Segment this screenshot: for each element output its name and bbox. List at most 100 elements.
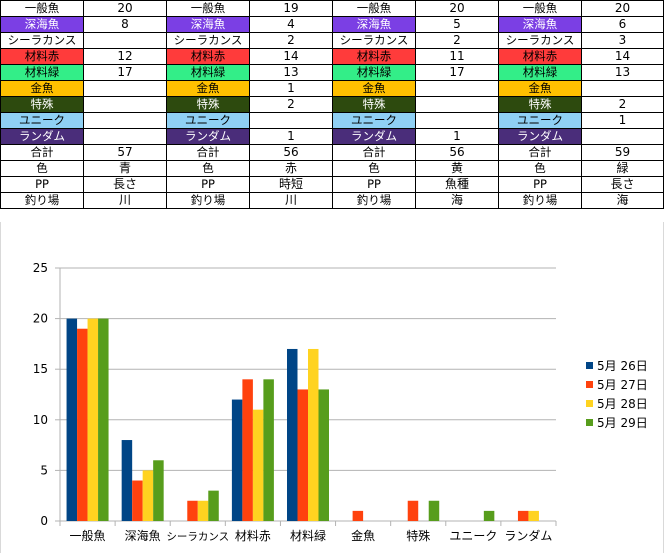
row-label-cell[interactable]: 材料緑 — [332, 64, 416, 81]
value-cell[interactable] — [415, 112, 499, 129]
value-cell[interactable]: 長さ — [83, 176, 167, 193]
value-cell[interactable]: 2 — [249, 32, 333, 49]
row-label-cell[interactable]: 合計 — [332, 144, 416, 161]
row-label-cell[interactable]: PP — [498, 176, 582, 193]
row-label-cell[interactable]: 特殊 — [332, 96, 416, 113]
row-label-cell[interactable]: PP — [166, 176, 250, 193]
value-cell[interactable]: 1 — [249, 80, 333, 97]
row-label-cell[interactable]: 材料赤 — [166, 48, 250, 65]
row-label-cell[interactable]: 材料緑 — [166, 64, 250, 81]
row-label-cell[interactable]: 深海魚 — [166, 16, 250, 33]
row-label-cell[interactable]: 釣り場 — [0, 192, 84, 209]
value-cell[interactable]: 17 — [83, 64, 167, 81]
row-label-cell[interactable]: 一般魚 — [166, 0, 250, 17]
row-label-cell[interactable]: 材料赤 — [498, 48, 582, 65]
value-cell[interactable] — [83, 96, 167, 113]
value-cell[interactable]: 3 — [581, 32, 664, 49]
row-label-cell[interactable]: 材料赤 — [0, 48, 84, 65]
row-label-cell[interactable]: 金魚 — [498, 80, 582, 97]
value-cell[interactable]: 13 — [581, 64, 664, 81]
value-cell[interactable] — [83, 80, 167, 97]
row-label-cell[interactable]: 色 — [332, 160, 416, 177]
value-cell[interactable]: 緑 — [581, 160, 664, 177]
row-label-cell[interactable]: 金魚 — [0, 80, 84, 97]
row-label-cell[interactable]: 材料緑 — [498, 64, 582, 81]
value-cell[interactable]: 59 — [581, 144, 664, 161]
row-label-cell[interactable]: 深海魚 — [0, 16, 84, 33]
value-cell[interactable]: 56 — [415, 144, 499, 161]
row-label-cell[interactable]: 金魚 — [332, 80, 416, 97]
value-cell[interactable]: 赤 — [249, 160, 333, 177]
row-label-cell[interactable]: シーラカンス — [332, 32, 416, 49]
row-label-cell[interactable]: 深海魚 — [498, 16, 582, 33]
value-cell[interactable]: 12 — [83, 48, 167, 65]
value-cell[interactable]: 時短 — [249, 176, 333, 193]
row-label-cell[interactable]: 一般魚 — [498, 0, 582, 17]
row-label-cell[interactable]: 色 — [166, 160, 250, 177]
value-cell[interactable]: 青 — [83, 160, 167, 177]
row-label-cell[interactable]: 特殊 — [166, 96, 250, 113]
value-cell[interactable]: 17 — [415, 64, 499, 81]
value-cell[interactable]: 19 — [249, 0, 333, 17]
value-cell[interactable]: 黄 — [415, 160, 499, 177]
value-cell[interactable]: 20 — [581, 0, 664, 17]
value-cell[interactable]: 1 — [581, 112, 664, 129]
value-cell[interactable]: 13 — [249, 64, 333, 81]
value-cell[interactable]: 1 — [249, 128, 333, 145]
value-cell[interactable] — [83, 112, 167, 129]
row-label-cell[interactable]: 合計 — [498, 144, 582, 161]
row-label-cell[interactable]: PP — [332, 176, 416, 193]
row-label-cell[interactable]: ランダム — [166, 128, 250, 145]
value-cell[interactable] — [249, 112, 333, 129]
value-cell[interactable] — [415, 80, 499, 97]
value-cell[interactable] — [83, 32, 167, 49]
row-label-cell[interactable]: ユニーク — [166, 112, 250, 129]
value-cell[interactable]: 2 — [581, 96, 664, 113]
value-cell[interactable]: 14 — [249, 48, 333, 65]
value-cell[interactable]: 5 — [415, 16, 499, 33]
row-label-cell[interactable]: 釣り場 — [498, 192, 582, 209]
row-label-cell[interactable]: ランダム — [498, 128, 582, 145]
value-cell[interactable]: 4 — [249, 16, 333, 33]
value-cell[interactable]: 魚種 — [415, 176, 499, 193]
value-cell[interactable]: 川 — [249, 192, 333, 209]
value-cell[interactable]: 2 — [249, 96, 333, 113]
row-label-cell[interactable]: シーラカンス — [0, 32, 84, 49]
value-cell[interactable] — [415, 96, 499, 113]
value-cell[interactable] — [581, 128, 664, 145]
value-cell[interactable]: 海 — [581, 192, 664, 209]
value-cell[interactable] — [83, 128, 167, 145]
value-cell[interactable]: 長さ — [581, 176, 664, 193]
row-label-cell[interactable]: 特殊 — [498, 96, 582, 113]
row-label-cell[interactable]: 一般魚 — [0, 0, 84, 17]
value-cell[interactable]: 8 — [83, 16, 167, 33]
value-cell[interactable]: 20 — [83, 0, 167, 17]
row-label-cell[interactable]: 合計 — [0, 144, 84, 161]
row-label-cell[interactable]: 合計 — [166, 144, 250, 161]
row-label-cell[interactable]: 色 — [498, 160, 582, 177]
row-label-cell[interactable]: 色 — [0, 160, 84, 177]
row-label-cell[interactable]: シーラカンス — [498, 32, 582, 49]
row-label-cell[interactable]: ユニーク — [498, 112, 582, 129]
value-cell[interactable]: 1 — [415, 128, 499, 145]
row-label-cell[interactable]: ランダム — [0, 128, 84, 145]
value-cell[interactable]: 56 — [249, 144, 333, 161]
value-cell[interactable]: 海 — [415, 192, 499, 209]
value-cell[interactable] — [581, 80, 664, 97]
value-cell[interactable]: 6 — [581, 16, 664, 33]
row-label-cell[interactable]: 金魚 — [166, 80, 250, 97]
row-label-cell[interactable]: ランダム — [332, 128, 416, 145]
value-cell[interactable]: 2 — [415, 32, 499, 49]
row-label-cell[interactable]: ユニーク — [332, 112, 416, 129]
row-label-cell[interactable]: 釣り場 — [332, 192, 416, 209]
row-label-cell[interactable]: 釣り場 — [166, 192, 250, 209]
value-cell[interactable]: 14 — [581, 48, 664, 65]
row-label-cell[interactable]: 材料赤 — [332, 48, 416, 65]
value-cell[interactable]: 川 — [83, 192, 167, 209]
row-label-cell[interactable]: 一般魚 — [332, 0, 416, 17]
row-label-cell[interactable]: シーラカンス — [166, 32, 250, 49]
row-label-cell[interactable]: PP — [0, 176, 84, 193]
value-cell[interactable]: 11 — [415, 48, 499, 65]
row-label-cell[interactable]: 特殊 — [0, 96, 84, 113]
row-label-cell[interactable]: 材料緑 — [0, 64, 84, 81]
